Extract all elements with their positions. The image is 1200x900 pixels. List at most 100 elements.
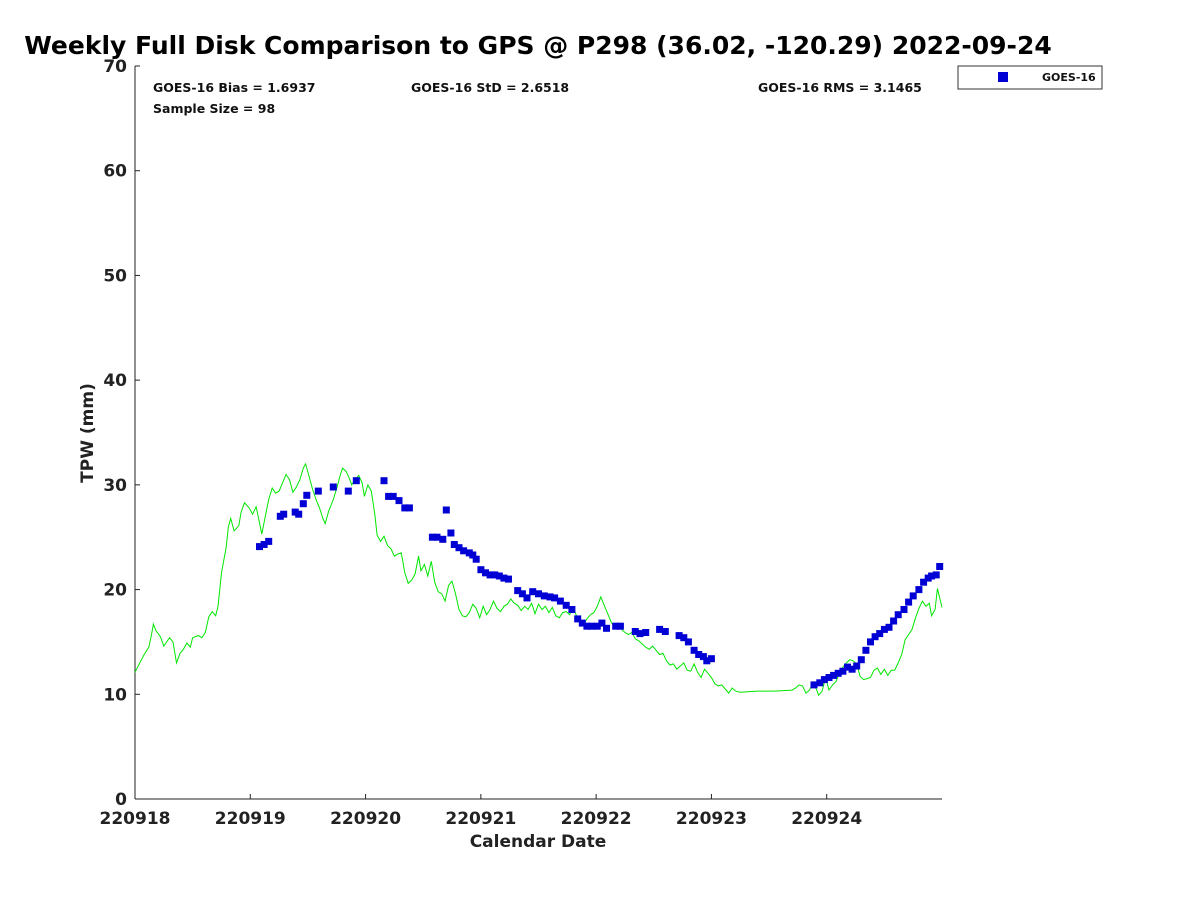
goes16-point bbox=[636, 630, 644, 638]
goes16-point bbox=[405, 504, 413, 512]
goes16-point bbox=[556, 597, 564, 605]
goes16-point bbox=[314, 487, 322, 495]
goes16-point bbox=[675, 632, 683, 640]
goes16-point bbox=[928, 572, 936, 580]
goes16-point bbox=[830, 671, 838, 679]
goes16-point bbox=[380, 477, 388, 485]
x-tick-label: 220920 bbox=[330, 809, 401, 829]
goes16-point bbox=[578, 619, 586, 627]
goes16-point bbox=[265, 537, 273, 545]
goes16-point bbox=[656, 625, 664, 633]
goes16-point bbox=[442, 506, 450, 514]
x-tick-label: 220918 bbox=[100, 809, 171, 829]
goes16-point bbox=[505, 575, 512, 583]
goes16-point bbox=[932, 571, 940, 579]
goes16-point bbox=[871, 633, 879, 641]
goes16-point bbox=[593, 622, 601, 630]
goes16-point bbox=[880, 625, 888, 633]
goes16-point bbox=[905, 598, 913, 606]
goes16-point bbox=[707, 655, 715, 663]
goes16-point bbox=[529, 588, 537, 596]
chart-title: Weekly Full Disk Comparison to GPS @ P29… bbox=[24, 31, 1051, 60]
goes16-point bbox=[491, 571, 499, 579]
goes16-point bbox=[460, 547, 468, 555]
goes16-point bbox=[909, 592, 917, 600]
goes16-point bbox=[260, 541, 268, 548]
goes16-point bbox=[695, 651, 703, 658]
goes16-point bbox=[523, 594, 531, 602]
y-tick-label: 20 bbox=[103, 581, 127, 601]
goes16-point bbox=[825, 674, 833, 681]
goes16-point bbox=[894, 611, 902, 619]
goes16-point bbox=[439, 535, 447, 543]
goes16-point bbox=[583, 622, 591, 630]
y-tick-label: 30 bbox=[103, 476, 127, 496]
goes16-point bbox=[920, 578, 928, 586]
y-tick-label: 10 bbox=[103, 685, 127, 705]
goes16-point bbox=[295, 510, 303, 518]
goes16-point bbox=[848, 665, 856, 673]
x-axis-label: Calendar Date bbox=[470, 832, 607, 852]
goes16-point bbox=[385, 492, 393, 500]
goes16-point bbox=[401, 504, 409, 512]
x-tick-label: 220922 bbox=[561, 809, 632, 829]
y-axis-label: TPW (mm) bbox=[78, 383, 98, 483]
goes16-point bbox=[603, 624, 610, 632]
goes16-point bbox=[810, 681, 818, 689]
goes16-point bbox=[568, 606, 576, 613]
goes16-point bbox=[477, 566, 485, 574]
y-tick-label: 40 bbox=[103, 371, 127, 391]
goes16-point bbox=[915, 586, 923, 594]
goes16-point bbox=[612, 622, 620, 630]
goes16-point bbox=[546, 593, 554, 601]
goes16-point bbox=[588, 622, 595, 630]
goes16-point bbox=[535, 590, 542, 598]
legend: GOES-16 bbox=[957, 65, 1103, 90]
legend-box bbox=[957, 65, 1103, 90]
gps-series bbox=[134, 462, 943, 697]
goes16-point bbox=[482, 569, 489, 577]
goes16-point bbox=[631, 628, 639, 635]
goes16-point bbox=[642, 629, 650, 636]
gps-line bbox=[134, 462, 943, 697]
bias-stat: GOES-16 Bias = 1.6937 bbox=[153, 80, 315, 95]
goes16-point bbox=[447, 529, 455, 537]
goes16-point bbox=[867, 638, 874, 646]
x-tick-label: 220923 bbox=[676, 809, 747, 829]
goes16-point bbox=[389, 492, 397, 500]
goes16-point bbox=[514, 587, 522, 595]
rms-stat: GOES-16 RMS = 3.1465 bbox=[758, 80, 922, 95]
goes16-point bbox=[433, 533, 441, 541]
goes16-point bbox=[820, 676, 828, 684]
goes16-series bbox=[256, 477, 944, 689]
goes16-point bbox=[518, 590, 526, 598]
legend-label-goes16: GOES-16 bbox=[1042, 71, 1096, 84]
goes16-point bbox=[876, 630, 884, 638]
goes16-point bbox=[344, 487, 352, 495]
goes16-point bbox=[486, 571, 494, 579]
sample-size-stat: Sample Size = 98 bbox=[153, 101, 275, 116]
goes16-point bbox=[890, 617, 898, 625]
goes16-point bbox=[839, 667, 847, 675]
goes16-point bbox=[684, 638, 692, 646]
x-ticks: 220918 220919 220920 220921 220922 220923 2209… bbox=[100, 794, 862, 829]
x-tick-label: 220924 bbox=[791, 809, 862, 829]
goes16-point bbox=[303, 491, 311, 499]
y-tick-label: 60 bbox=[103, 162, 127, 182]
stats-annotations: GOES-16 Bias = 1.6937 GOES-16 StD = 2.65… bbox=[153, 80, 922, 116]
goes16-point bbox=[853, 662, 861, 670]
goes16-point bbox=[703, 657, 711, 665]
goes16-point bbox=[834, 669, 842, 677]
x-tick-label: 220921 bbox=[445, 809, 516, 829]
goes16-point bbox=[816, 679, 824, 687]
goes16-point bbox=[690, 646, 698, 654]
goes16-point bbox=[472, 555, 480, 563]
goes16-point bbox=[857, 656, 865, 664]
goes16-point bbox=[844, 663, 851, 671]
goes16-point bbox=[540, 592, 548, 600]
goes16-point bbox=[450, 541, 458, 548]
y-tick-label: 50 bbox=[103, 266, 127, 286]
goes16-point bbox=[562, 601, 570, 609]
